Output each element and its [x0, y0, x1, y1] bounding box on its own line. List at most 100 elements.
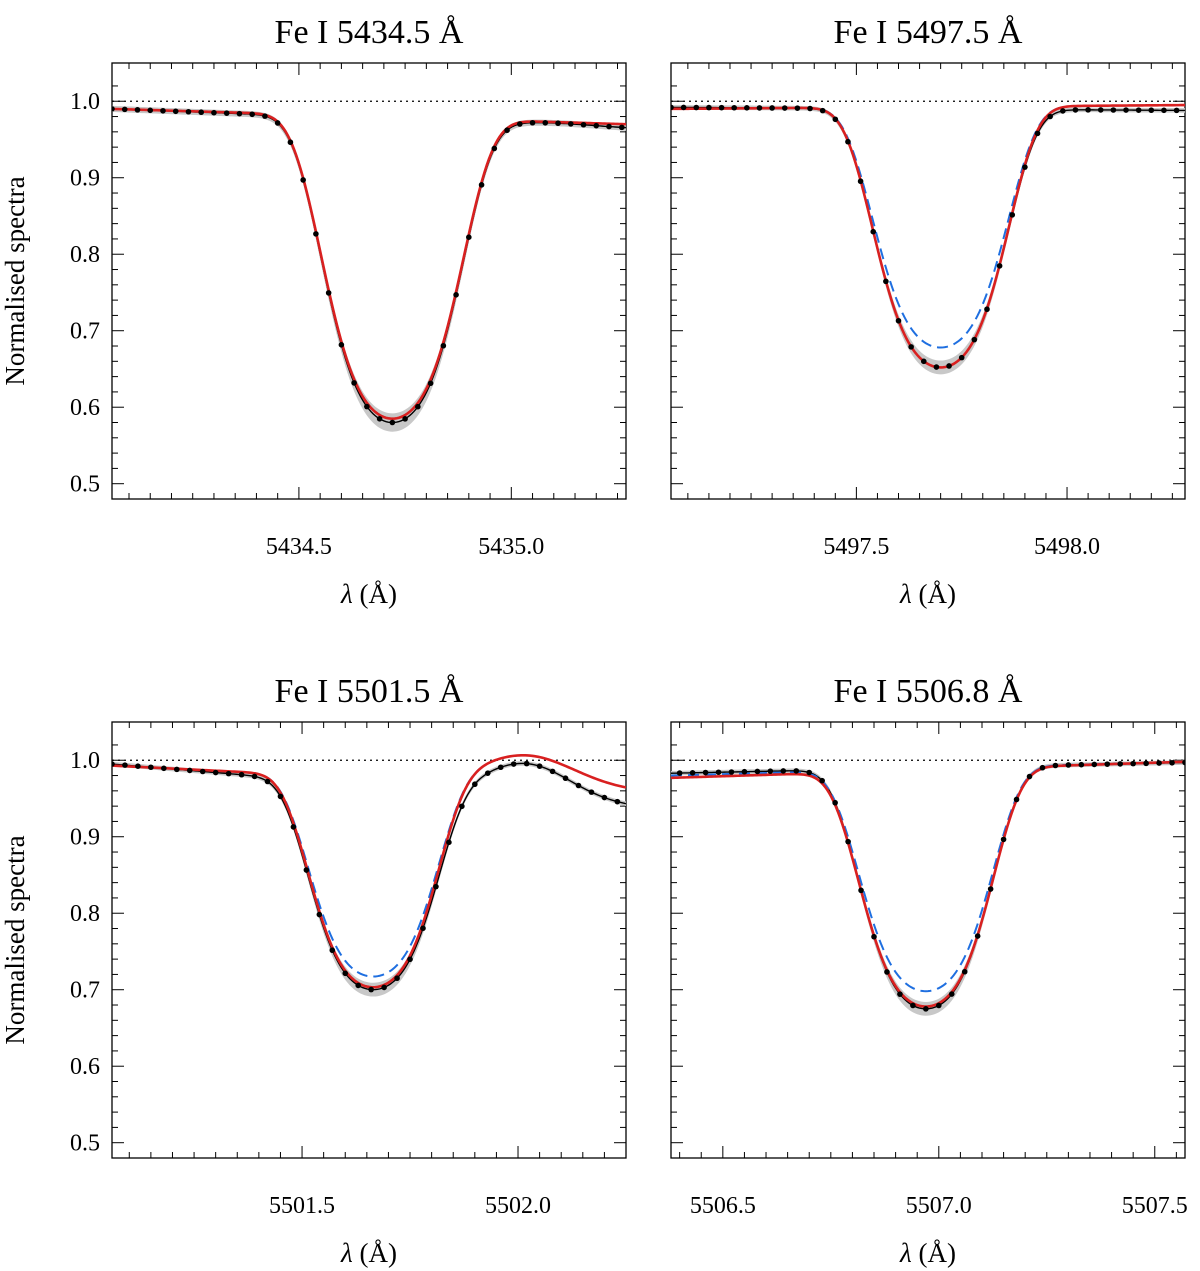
observed-point [948, 991, 955, 997]
observed-point [676, 770, 683, 776]
observed-point [580, 121, 587, 128]
observed-point [767, 768, 774, 774]
y-tick-label: 1.0 [70, 748, 100, 774]
observed-point [680, 104, 687, 111]
observed-point [806, 769, 813, 776]
observed-point [517, 121, 523, 127]
y-tick-label: 0.7 [70, 319, 100, 345]
series-observed-line [671, 106, 1185, 369]
y-tick-label: 0.7 [70, 978, 100, 1004]
observed-point [504, 127, 510, 134]
observed-point [529, 119, 536, 126]
panel-2: Fe I 5497.5 Å 5497.5 5498.0 λ (Å) [670, 14, 1186, 609]
plot-frame [111, 721, 627, 1159]
observed-point [491, 145, 498, 152]
observed-point [575, 782, 582, 789]
observed-point [300, 177, 306, 183]
observed-point [884, 969, 890, 975]
series-model-blue [671, 104, 1185, 349]
panel-title: Fe I 5506.8 Å [834, 673, 1023, 710]
observed-point [122, 762, 128, 768]
observed-point [147, 107, 154, 114]
observed-point [845, 838, 851, 845]
x-tick-label: 5497.5 [823, 534, 889, 560]
observed-point [987, 886, 994, 892]
observed-point [264, 778, 271, 785]
x-axis-label: λ (Å) [899, 1238, 956, 1268]
uncertainty-band [112, 761, 626, 997]
observed-point [446, 839, 452, 846]
observed-point [1078, 761, 1085, 768]
observed-point [781, 105, 788, 111]
observed-point [1091, 761, 1098, 768]
observed-point [819, 107, 826, 114]
observed-point [562, 775, 569, 782]
observed-point [858, 887, 864, 894]
observed-point [567, 121, 574, 127]
observed-point [1034, 130, 1041, 137]
observed-point [1161, 107, 1167, 114]
observed-point [1104, 761, 1111, 767]
x-tick-label: 5507.0 [906, 1193, 972, 1219]
x-tick-label: 5498.0 [1034, 534, 1100, 560]
observed-point [593, 122, 600, 129]
observed-point [316, 911, 323, 918]
uncertainty-band [671, 105, 1185, 375]
y-axis-label: Normalised spectra [0, 835, 30, 1044]
observed-point [689, 769, 696, 776]
observed-point [1123, 107, 1129, 113]
y-tick-label: 0.5 [70, 472, 100, 498]
observed-point [693, 104, 700, 111]
series-model-red [671, 760, 1185, 1008]
observed-point [459, 803, 465, 810]
observed-point [958, 354, 965, 361]
observed-point [971, 336, 978, 343]
observed-point [376, 416, 383, 422]
observed-point [961, 968, 968, 975]
observed-point [618, 124, 625, 131]
observed-point [895, 317, 902, 324]
y-tick-label: 0.9 [70, 166, 100, 192]
observed-point [135, 763, 141, 769]
observed-point [1135, 107, 1142, 113]
observed-point [198, 109, 205, 116]
y-tick-label: 0.5 [70, 1131, 100, 1157]
observed-point [601, 794, 608, 801]
observed-point [342, 970, 349, 977]
observed-point [173, 766, 180, 773]
observed-point [148, 764, 154, 771]
observed-point [466, 234, 472, 240]
observed-point [606, 123, 612, 130]
observed-point [225, 770, 232, 777]
observed-point [1009, 212, 1016, 218]
x-tick-label: 5434.5 [266, 534, 332, 560]
observed-point [433, 883, 439, 890]
observed-point [277, 793, 284, 800]
observed-point [555, 120, 561, 127]
observed-point [523, 760, 530, 767]
observed-point [744, 105, 750, 111]
observed-point [715, 769, 722, 776]
plot-frame [670, 62, 1186, 500]
observed-point [212, 769, 219, 776]
observed-point [351, 380, 357, 386]
series-model-blue [112, 754, 626, 978]
observed-point [185, 108, 192, 115]
x-tick-label: 5501.5 [269, 1193, 335, 1219]
observed-point [381, 984, 387, 991]
plot-frame [670, 721, 1186, 1159]
observed-point [287, 139, 294, 146]
observed-point [794, 105, 801, 111]
observed-point [974, 933, 981, 939]
observed-point [329, 947, 336, 954]
observed-point [478, 182, 485, 188]
observed-point [549, 768, 556, 775]
observed-point [897, 991, 903, 997]
observed-point [1047, 113, 1053, 120]
observed-point [933, 364, 940, 370]
observed-point [364, 403, 370, 410]
plot-area [112, 753, 626, 997]
observed-point [199, 768, 206, 775]
observed-point [1173, 107, 1180, 114]
observed-point [1110, 107, 1117, 113]
